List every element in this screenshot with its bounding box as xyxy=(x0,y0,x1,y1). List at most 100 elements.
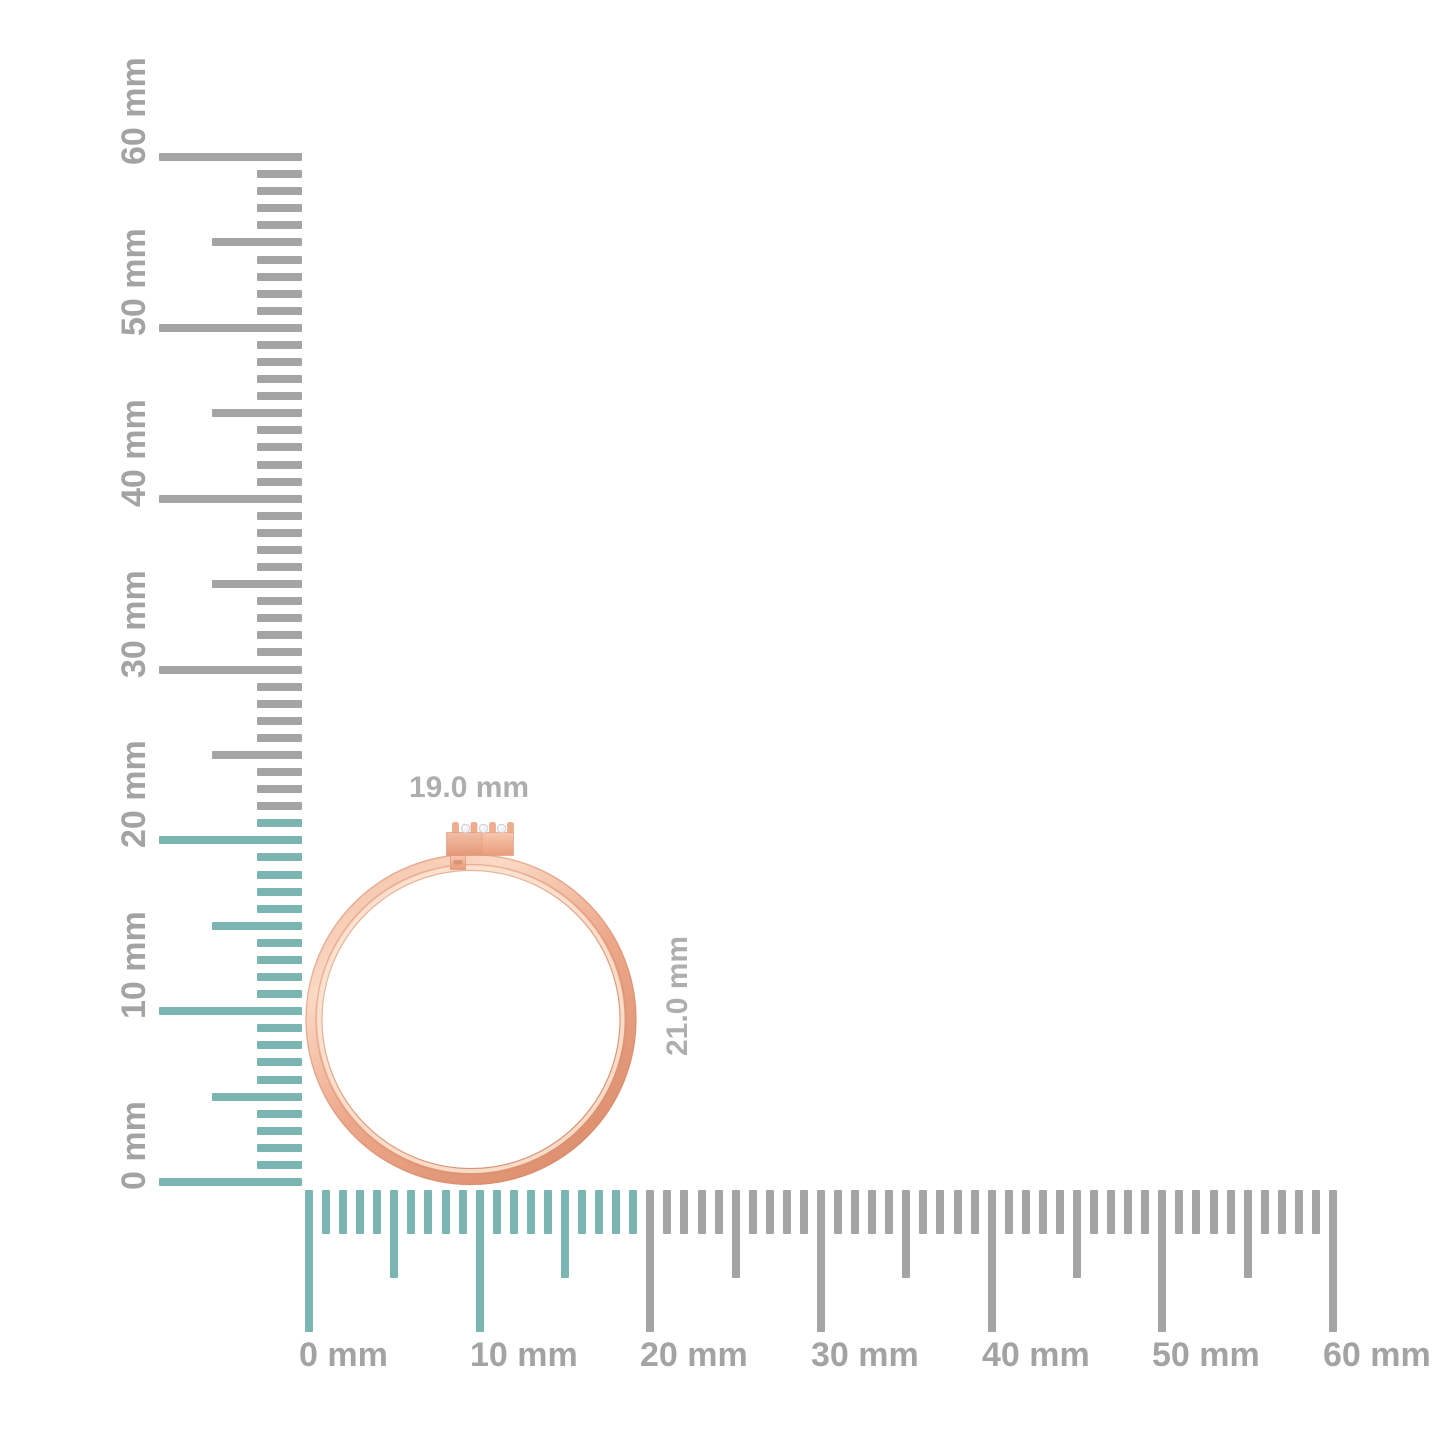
ruler-tick xyxy=(159,666,302,674)
ruler-tick xyxy=(1158,1190,1166,1332)
ruler-tick xyxy=(1312,1190,1320,1234)
ruler-tick xyxy=(1090,1190,1098,1234)
ruler-tick xyxy=(257,802,302,810)
ruler-label: 40 mm xyxy=(982,1336,1090,1374)
ruler-tick xyxy=(442,1190,450,1234)
ruler-tick xyxy=(339,1190,347,1234)
ruler-tick xyxy=(257,768,302,776)
ruler-tick xyxy=(159,324,302,332)
ruler-tick xyxy=(1192,1190,1200,1234)
ruler-tick xyxy=(257,256,302,264)
ruler-tick xyxy=(212,922,302,930)
ruler-tick xyxy=(1175,1190,1183,1234)
ruler-tick xyxy=(257,1041,302,1049)
ruler-tick xyxy=(680,1190,688,1234)
ruler-label: 20 mm xyxy=(640,1336,748,1374)
ruler-tick xyxy=(159,836,302,844)
ruler-tick xyxy=(305,1190,313,1332)
ruler-tick xyxy=(493,1190,501,1234)
ruler-tick xyxy=(783,1190,791,1234)
ruler-tick xyxy=(257,546,302,554)
ruler-tick xyxy=(561,1190,569,1278)
ruler-tick xyxy=(257,307,302,315)
ruler-tick xyxy=(257,392,302,400)
ruler-tick xyxy=(356,1190,364,1234)
ring-band-inner-highlight xyxy=(317,866,625,1173)
ruler-tick xyxy=(257,785,302,793)
ruler-tick xyxy=(868,1190,876,1234)
ruler-label: 60 mm xyxy=(1323,1336,1431,1374)
ruler-label: 0 mm xyxy=(115,1101,153,1190)
ruler-tick xyxy=(1329,1190,1337,1332)
ring-band xyxy=(305,854,637,1185)
ruler-tick xyxy=(257,853,302,861)
bezel-connector-slot xyxy=(453,860,463,865)
ruler-tick xyxy=(212,409,302,417)
ruler-tick xyxy=(257,905,302,913)
ruler-tick xyxy=(212,580,302,588)
ruler-tick xyxy=(257,204,302,212)
ruler-label: 50 mm xyxy=(115,228,153,336)
ruler-tick xyxy=(885,1190,893,1234)
ruler-tick xyxy=(257,1144,302,1152)
bezel-block-shade xyxy=(446,832,482,856)
ruler-tick xyxy=(510,1190,518,1234)
ruler-tick xyxy=(954,1190,962,1234)
ruler-tick xyxy=(629,1190,637,1234)
ruler-tick xyxy=(257,221,302,229)
ruler-tick xyxy=(1124,1190,1132,1234)
ring-width-dimension-label: 19.0 mm xyxy=(409,771,530,804)
ruler-tick xyxy=(257,990,302,998)
ruler-tick xyxy=(527,1190,535,1234)
ruler-tick xyxy=(257,443,302,451)
ruler-tick xyxy=(936,1190,944,1234)
ruler-tick xyxy=(257,888,302,896)
bezel-block xyxy=(446,832,514,856)
ruler-tick xyxy=(1039,1190,1047,1234)
ruler-tick xyxy=(1073,1190,1081,1278)
ruler-tick xyxy=(459,1190,467,1234)
ruler-tick xyxy=(257,1127,302,1135)
ruler-tick xyxy=(715,1190,723,1234)
ruler-tick xyxy=(257,1024,302,1032)
ruler-label: 40 mm xyxy=(115,399,153,507)
ruler-tick xyxy=(257,375,302,383)
ruler-tick xyxy=(663,1190,671,1234)
ruler-tick xyxy=(257,512,302,520)
ruler-tick xyxy=(476,1190,484,1332)
ruler-tick xyxy=(257,426,302,434)
ruler-label: 30 mm xyxy=(811,1336,919,1374)
ruler-tick xyxy=(257,648,302,656)
ruler-label: 50 mm xyxy=(1152,1336,1260,1374)
ruler-tick xyxy=(257,341,302,349)
ruler-tick xyxy=(732,1190,740,1278)
ruler-label: 10 mm xyxy=(470,1336,578,1374)
ruler-tick xyxy=(988,1190,996,1332)
ruler-tick xyxy=(749,1190,757,1234)
ruler-tick xyxy=(902,1190,910,1278)
ruler-tick xyxy=(257,529,302,537)
ruler-tick xyxy=(373,1190,381,1234)
ruler-tick xyxy=(257,563,302,571)
ruler-tick xyxy=(612,1190,620,1234)
ring-height-dimension-label: 21.0 mm xyxy=(661,935,694,1056)
ruler-tick xyxy=(257,290,302,298)
ruler-tick xyxy=(257,631,302,639)
ruler-tick xyxy=(159,1007,302,1015)
ruler-tick xyxy=(834,1190,842,1234)
ruler-tick xyxy=(212,1093,302,1101)
ruler-tick xyxy=(159,1178,302,1186)
ruler-tick xyxy=(544,1190,552,1234)
ruler-tick xyxy=(257,734,302,742)
ruler-tick xyxy=(257,939,302,947)
ruler-label: 10 mm xyxy=(115,911,153,1019)
ruler-tick xyxy=(257,973,302,981)
ruler-tick xyxy=(1278,1190,1286,1234)
ruler-tick xyxy=(1056,1190,1064,1234)
ruler-tick xyxy=(1295,1190,1303,1234)
ruler-tick xyxy=(766,1190,774,1234)
ruler-tick xyxy=(851,1190,859,1234)
ring-image xyxy=(305,822,637,1186)
ruler-label: 60 mm xyxy=(115,57,153,165)
